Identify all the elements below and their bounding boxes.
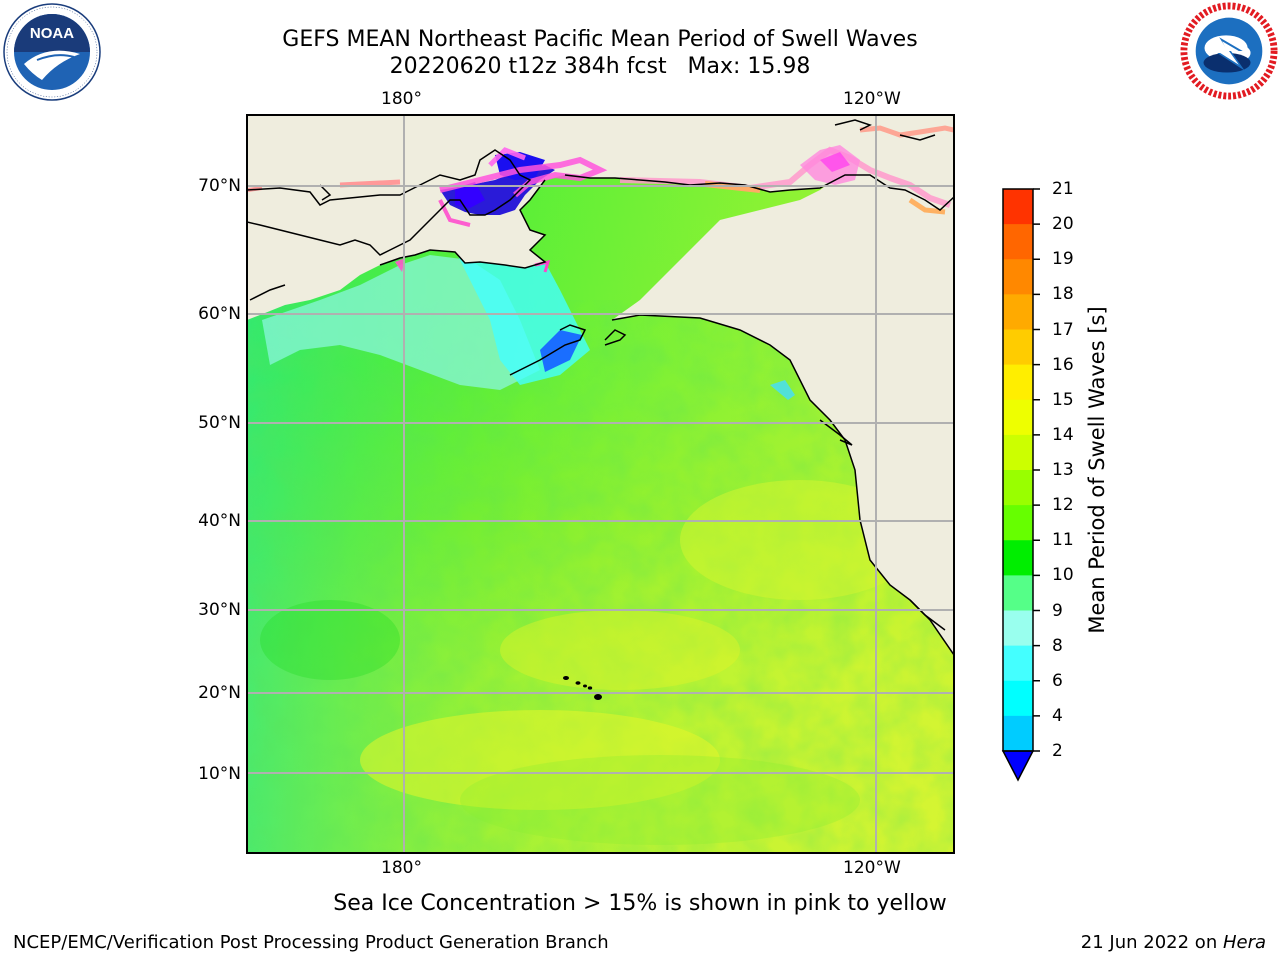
- colorbar-bin: [1003, 329, 1033, 366]
- lat-label-60n: 60°N: [198, 304, 241, 324]
- coastlines: [247, 119, 954, 656]
- hawaii-islands: [563, 676, 602, 700]
- colorbar-tick-label: 20: [1052, 214, 1074, 235]
- footer-machine: Hera: [1222, 932, 1266, 953]
- colorbar-under-triangle: [1001, 750, 1035, 782]
- colorbar-tick-label: 10: [1052, 565, 1074, 586]
- lon-label-top-120w: 120°W: [843, 89, 901, 109]
- colorbar-label: Mean Period of Swell Waves [s]: [1085, 306, 1109, 634]
- colorbar-tick-label: 2: [1052, 741, 1063, 761]
- footer-credit: NCEP/EMC/Verification Post Processing Pr…: [13, 932, 609, 953]
- map-border: [246, 114, 955, 854]
- colorbar-bin: [1003, 364, 1033, 401]
- colorbar-tick-label: 4: [1052, 705, 1063, 726]
- colorbar-tick-label: 11: [1052, 530, 1074, 551]
- colorbar-tick-label: 12: [1052, 495, 1074, 516]
- lat-label-70n: 70°N: [198, 176, 241, 196]
- colorbar-bin: [1003, 575, 1033, 611]
- colorbar-bin: [1003, 399, 1033, 436]
- noaa-logo-text: NOAA: [30, 25, 74, 42]
- colorbar: [1001, 188, 1040, 782]
- lat-label-20n: 20°N: [198, 683, 241, 703]
- colorbar-bin: [1003, 294, 1033, 330]
- colorbar-bin: [1003, 680, 1033, 717]
- colorbar-bin: [1003, 434, 1033, 471]
- colorbar-tick-label: 21: [1052, 179, 1074, 199]
- colorbar-tick-label: 8: [1052, 635, 1063, 656]
- sea-ice-note: Sea Ice Concentration > 15% is shown in …: [333, 891, 947, 916]
- colorbar-bin: [1003, 715, 1033, 752]
- lon-label-top-180: 180°: [381, 89, 422, 109]
- colorbar-tick-label: 13: [1052, 460, 1074, 480]
- lat-label-10n: 10°N: [198, 764, 241, 784]
- colorbar-bin: [1003, 259, 1033, 295]
- colorbar-tick-label: 15: [1052, 389, 1074, 410]
- colorbar-tick-label: 6: [1052, 670, 1063, 691]
- lat-label-50n: 50°N: [198, 413, 241, 433]
- colorbar-tick-label: 16: [1052, 354, 1074, 375]
- colorbar-bin: [1003, 470, 1033, 506]
- colorbar-tick-label: 9: [1052, 600, 1063, 621]
- footer-date: 21 Jun 2022 on Hera: [1081, 932, 1266, 953]
- colorbar-bin: [1003, 189, 1033, 225]
- colorbar-tick-label: 14: [1052, 424, 1074, 445]
- lat-label-30n: 30°N: [198, 600, 241, 620]
- colorbar-tick-label: 19: [1052, 249, 1074, 270]
- colorbar-tick-label: 18: [1052, 284, 1074, 305]
- lon-label-bottom-180: 180°: [381, 858, 422, 878]
- colorbar-tick-label: 17: [1052, 319, 1074, 340]
- chart-title: GEFS MEAN Northeast Pacific Mean Period …: [282, 27, 918, 52]
- colorbar-bin: [1003, 505, 1033, 541]
- lon-label-bottom-120w: 120°W: [843, 858, 901, 878]
- nws-logo: [1180, 2, 1278, 100]
- chart-subtitle: 20220620 t12z 384h fcst Max: 15.98: [389, 54, 811, 79]
- colorbar-bin: [1003, 645, 1033, 682]
- footer-date-text: 21 Jun 2022 on: [1080, 932, 1223, 953]
- colorbar-bin: [1003, 540, 1033, 576]
- colorbar-bin: [1003, 224, 1033, 260]
- colorbar-bin: [1003, 610, 1033, 647]
- lat-label-40n: 40°N: [198, 511, 241, 531]
- graticule: [247, 115, 954, 853]
- noaa-logo: NOAA: [3, 3, 101, 101]
